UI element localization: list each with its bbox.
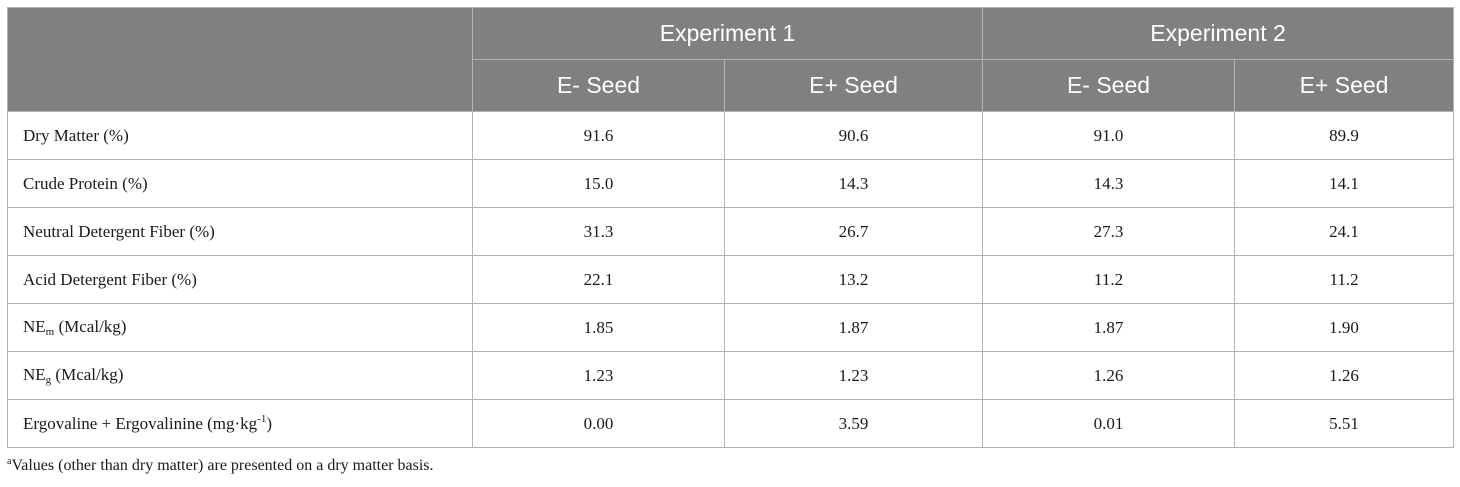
header-group-experiment-2: Experiment 2	[982, 7, 1455, 60]
header-exp1-e-minus-seed: E- Seed	[472, 59, 725, 112]
row-label-rest: (Mcal/kg)	[54, 317, 127, 336]
table-row-ergovaline: Ergovaline + Ergovalinine (mg·kg-1) 0.00…	[7, 399, 1455, 448]
header-corner-cell	[7, 7, 473, 112]
row-label-subscript: m	[45, 326, 55, 338]
row-label-rest: )	[266, 414, 273, 433]
table-row-neg: NEg (Mcal/kg) 1.23 1.23 1.26 1.26	[7, 351, 1455, 400]
row-label: NEm (Mcal/kg)	[7, 303, 473, 352]
row-label-rest: (Mcal/kg)	[51, 365, 124, 384]
table-row-nem: NEm (Mcal/kg) 1.85 1.87 1.87 1.90	[7, 303, 1455, 352]
table-cell: 11.2	[1234, 255, 1455, 304]
table-cell: 31.3	[472, 207, 725, 256]
table-cell: 0.00	[472, 399, 725, 448]
header-exp2-e-plus-seed: E+ Seed	[1234, 59, 1455, 112]
row-label: Neutral Detergent Fiber (%)	[7, 207, 473, 256]
table-cell: 0.01	[982, 399, 1236, 448]
table-cell: 22.1	[472, 255, 725, 304]
row-label: Dry Matter (%)	[7, 111, 473, 160]
table-cell: 91.0	[982, 111, 1236, 160]
table-cell: 1.90	[1234, 303, 1455, 352]
row-label-superscript: -1	[257, 413, 267, 425]
row-label-base: NE	[23, 317, 46, 336]
table-row-dry-matter: Dry Matter (%) 91.6 90.6 91.0 89.9	[7, 111, 1455, 160]
row-label: Acid Detergent Fiber (%)	[7, 255, 473, 304]
table-cell: 1.26	[1234, 351, 1455, 400]
table-cell: 26.7	[723, 207, 984, 256]
table-cell: 13.2	[723, 255, 984, 304]
header-row-groups: Experiment 1 Experiment 2	[7, 7, 1455, 112]
composition-table: Experiment 1 Experiment 2 E- Seed E+ See…	[7, 7, 1455, 448]
table-cell: 24.1	[1234, 207, 1455, 256]
table-cell: 5.51	[1234, 399, 1455, 448]
table-row-crude-protein: Crude Protein (%) 15.0 14.3 14.3 14.1	[7, 159, 1455, 208]
table-cell: 3.59	[723, 399, 984, 448]
table-row-adf: Acid Detergent Fiber (%) 22.1 13.2 11.2 …	[7, 255, 1455, 304]
row-label-base: Ergovaline + Ergovalinine (mg·kg	[23, 414, 258, 433]
table-footnote: aValues (other than dry matter) are pres…	[7, 456, 434, 475]
row-label: NEg (Mcal/kg)	[7, 351, 473, 400]
footnote-marker: a	[7, 456, 12, 467]
table-row-ndf: Neutral Detergent Fiber (%) 31.3 26.7 27…	[7, 207, 1455, 256]
table-cell: 14.3	[982, 159, 1236, 208]
table-cell: 89.9	[1234, 111, 1455, 160]
table-cell: 1.87	[723, 303, 984, 352]
table-cell: 27.3	[982, 207, 1236, 256]
row-label-base: NE	[23, 365, 46, 384]
table-container: Experiment 1 Experiment 2 E- Seed E+ See…	[7, 7, 1455, 448]
table-cell: 14.1	[1234, 159, 1455, 208]
table-cell: 1.85	[472, 303, 725, 352]
table-cell: 1.23	[723, 351, 984, 400]
table-cell: 1.23	[472, 351, 725, 400]
table-cell: 14.3	[723, 159, 984, 208]
table-cell: 15.0	[472, 159, 725, 208]
header-exp1-e-plus-seed: E+ Seed	[723, 59, 984, 112]
table-cell: 91.6	[472, 111, 725, 160]
footnote-text: Values (other than dry matter) are prese…	[11, 457, 434, 474]
table-cell: 1.87	[982, 303, 1236, 352]
row-label: Ergovaline + Ergovalinine (mg·kg-1)	[7, 399, 473, 448]
table-cell: 11.2	[982, 255, 1236, 304]
table-cell: 90.6	[723, 111, 984, 160]
header-group-experiment-1: Experiment 1	[471, 7, 984, 60]
row-label-subscript: g	[45, 374, 52, 386]
header-row-subcolumns: E- Seed E+ Seed E- Seed E+ Seed	[8, 59, 1455, 112]
row-label: Crude Protein (%)	[7, 159, 473, 208]
table-cell: 1.26	[982, 351, 1236, 400]
header-exp2-e-minus-seed: E- Seed	[982, 59, 1236, 112]
